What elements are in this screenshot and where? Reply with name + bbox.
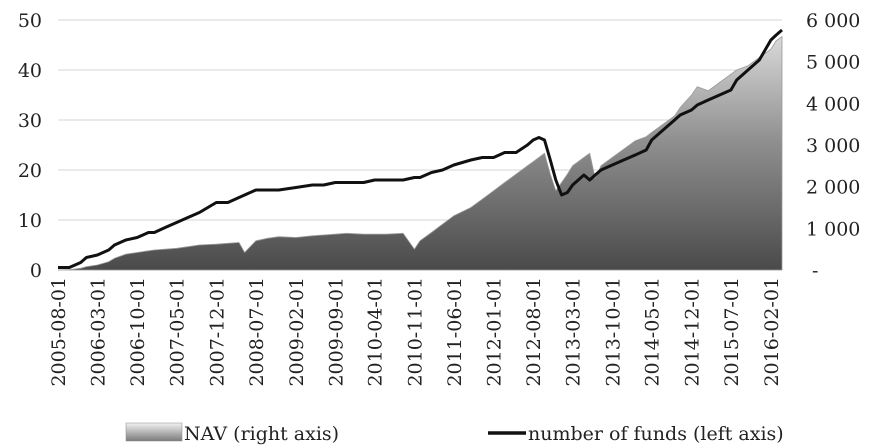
left-tick-label: 20 bbox=[18, 160, 42, 182]
left-tick-label: 40 bbox=[18, 60, 42, 82]
legend-swatch-nav bbox=[125, 422, 183, 442]
left-tick-label: 10 bbox=[18, 210, 42, 232]
x-tick-label: 2009-09-01 bbox=[325, 277, 347, 387]
legend-item-funds: number of funds (left axis) bbox=[488, 423, 784, 445]
x-tick-label: 2014-12-01 bbox=[682, 277, 704, 387]
right-tick-label: 6 000 bbox=[806, 10, 860, 32]
x-tick-label: 2010-11-01 bbox=[404, 277, 426, 387]
right-tick-label: 4 000 bbox=[806, 93, 860, 115]
x-axis-ticks: 2005-08-01 2006-03-01 2006-10-01 2007-05-01… bbox=[48, 277, 783, 387]
x-tick-label: 2013-10-01 bbox=[602, 277, 624, 387]
nav-area-layer bbox=[57, 35, 783, 271]
right-tick-label: 3 000 bbox=[806, 135, 860, 157]
legend-label-nav: NAV (right axis) bbox=[184, 423, 339, 445]
x-tick-label: 2006-03-01 bbox=[87, 277, 109, 387]
right-tick-label: 1 000 bbox=[806, 218, 860, 240]
x-tick-label: 2010-04-01 bbox=[365, 277, 387, 387]
legend-item-nav: NAV (right axis) bbox=[125, 422, 339, 445]
left-tick-label: 50 bbox=[18, 10, 42, 32]
right-tick-label: - bbox=[812, 260, 818, 282]
x-tick-label: 2009-02-01 bbox=[286, 277, 308, 387]
x-tick-label: 2007-12-01 bbox=[206, 277, 228, 387]
right-axis-ticks: - 1 000 2 000 3 000 4 000 5 000 6 000 bbox=[806, 10, 860, 282]
x-tick-label: 2005-08-01 bbox=[48, 277, 70, 387]
x-tick-label: 2016-02-01 bbox=[761, 277, 783, 387]
legend: NAV (right axis) number of funds (left a… bbox=[125, 422, 784, 445]
x-tick-label: 2014-05-01 bbox=[642, 277, 664, 387]
right-tick-label: 2 000 bbox=[806, 177, 860, 199]
x-tick-label: 2011-06-01 bbox=[444, 277, 466, 387]
funds-line-layer bbox=[58, 28, 783, 269]
legend-label-funds: number of funds (left axis) bbox=[528, 423, 784, 445]
x-tick-label: 2013-03-01 bbox=[563, 277, 585, 387]
x-tick-label: 2008-07-01 bbox=[246, 277, 268, 387]
series-area-nav bbox=[57, 35, 783, 271]
x-tick-label: 2007-05-01 bbox=[167, 277, 189, 387]
left-tick-label: 0 bbox=[30, 260, 42, 282]
x-tick-label: 2012-08-01 bbox=[523, 277, 545, 387]
x-tick-label: 2015-07-01 bbox=[721, 277, 743, 387]
x-tick-label: 2006-10-01 bbox=[127, 277, 149, 387]
series-line-funds bbox=[58, 28, 783, 269]
right-tick-label: 5 000 bbox=[806, 52, 860, 74]
left-axis-ticks: 0 10 20 30 40 50 bbox=[18, 10, 42, 282]
x-tick-label: 2012-01-01 bbox=[484, 277, 506, 387]
left-tick-label: 30 bbox=[18, 110, 42, 132]
